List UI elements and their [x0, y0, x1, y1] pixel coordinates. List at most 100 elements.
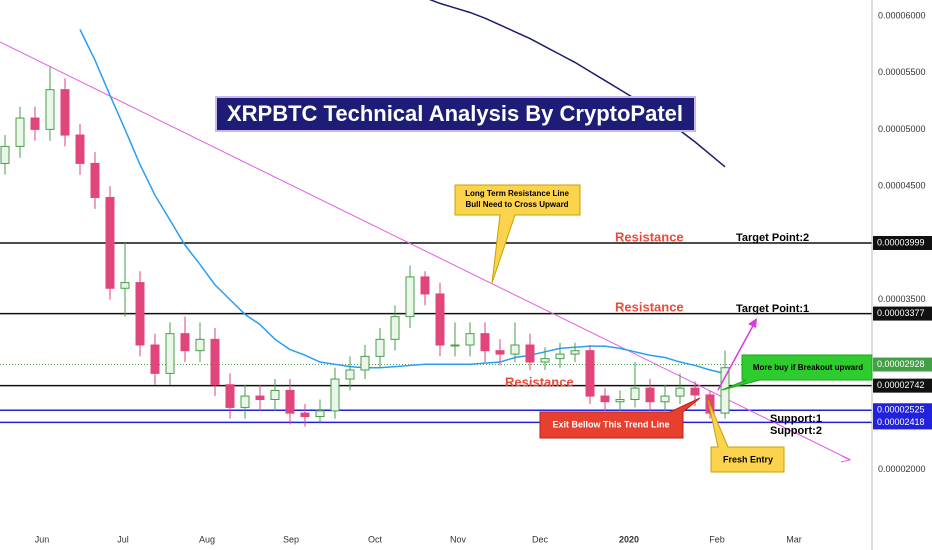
level-label: 0.00002525 [877, 405, 925, 415]
candle-body [690, 387, 700, 396]
x-tick-label: Jun [35, 534, 50, 544]
candle-body [60, 89, 70, 136]
candle-body [240, 395, 250, 408]
exit-text: Exit Bellow This Trend Line [552, 419, 669, 429]
y-tick-label: 0.00002000 [878, 464, 926, 474]
x-tick-label: Mar [786, 534, 802, 544]
chart-title: XRPBTC Technical Analysis By CryptoPatel [227, 101, 683, 126]
resistance-label: Resistance [505, 374, 574, 389]
plot-area [0, 0, 872, 461]
y-tick-label: 0.00004500 [878, 180, 926, 190]
level-label-box [873, 415, 932, 430]
candle-body [375, 338, 385, 357]
candle-body [0, 145, 10, 164]
breakout-text: More buy if Breakout upward [753, 363, 863, 372]
level-label: 0.00003999 [877, 237, 925, 247]
target-label: Target Point:1 [736, 303, 809, 315]
support-label: Support:1 [770, 413, 822, 425]
candle-body [285, 389, 295, 414]
candle-body [90, 162, 100, 198]
candle-body [360, 355, 370, 371]
candle-body [630, 387, 640, 400]
candle-body [585, 350, 595, 397]
candle-body [120, 282, 130, 289]
candle-body [720, 367, 730, 414]
breakout-box [721, 354, 873, 391]
arrow [717, 321, 756, 391]
candle-body [195, 338, 205, 352]
candle-body [420, 276, 430, 295]
level-label-box [873, 403, 932, 418]
level-label-box [873, 235, 932, 250]
moving-average [428, 0, 726, 168]
resistance-label: Resistance [615, 299, 684, 314]
x-tick-label: Jul [117, 534, 129, 544]
candle-body [105, 196, 115, 289]
moving-average [79, 29, 726, 375]
level-label: 0.00002418 [877, 417, 925, 427]
candle-body [555, 353, 565, 360]
y-tick-label: 0.00005000 [878, 124, 926, 134]
candle-body [150, 344, 160, 374]
trend-line [0, 41, 851, 461]
candle-body [30, 117, 40, 130]
candle-body [180, 333, 190, 352]
x-tick-label: Oct [368, 534, 383, 544]
x-tick-label: Sep [283, 534, 299, 544]
candle-body [270, 389, 280, 400]
callout-text: Bull Need to Cross Upward [465, 200, 568, 209]
candle-body [45, 89, 55, 130]
x-tick-label: Dec [532, 534, 549, 544]
candle-body [615, 398, 625, 403]
candle-body [480, 333, 490, 352]
candle-body [135, 282, 145, 346]
candle-body [390, 316, 400, 340]
title-box [215, 96, 696, 132]
candle-body [525, 344, 535, 363]
annotations: XRPBTC Technical Analysis By CryptoPatel… [215, 96, 873, 473]
candle-body [465, 333, 475, 346]
y-tick-label: 0.00003500 [878, 294, 926, 304]
support-label: Support:2 [770, 425, 822, 437]
level-label: 0.00002928 [877, 359, 925, 369]
level-label-box [873, 306, 932, 321]
y-tick-label: 0.00006000 [878, 10, 926, 20]
candle-body [405, 276, 415, 318]
candle-body [165, 333, 175, 374]
x-tick-label: Nov [450, 534, 467, 544]
candle-body [225, 384, 235, 408]
candle-body [675, 387, 685, 397]
entry-text: Fresh Entry [723, 454, 773, 464]
candle-body [330, 378, 340, 412]
level-label-box [873, 357, 932, 372]
candle-body [255, 395, 265, 400]
candle-body [300, 412, 310, 418]
candle-body [660, 395, 670, 403]
candle-body [315, 410, 325, 418]
arrow-head [840, 455, 852, 463]
candle-body [450, 344, 460, 347]
exit-box [539, 397, 701, 439]
x-tick-label: Aug [199, 534, 215, 544]
candle-body [345, 369, 355, 380]
callout-text: Long Term Resistance Line [465, 189, 569, 198]
x-tick-label: Feb [709, 534, 725, 544]
candle-body [510, 344, 520, 355]
x-tick-label: 2020 [619, 534, 639, 544]
candle-body [600, 395, 610, 403]
level-label: 0.00002742 [877, 380, 925, 390]
callout-box [454, 184, 581, 284]
candle-body [15, 117, 25, 147]
target-label: Target Point:2 [736, 232, 809, 244]
candle-body [570, 350, 580, 355]
resistance-label: Resistance [615, 229, 684, 244]
level-label-box [873, 378, 932, 393]
arrow-head [748, 318, 757, 328]
candle-body [435, 293, 445, 346]
level-label: 0.00003377 [877, 308, 925, 318]
candle-body [495, 350, 505, 355]
candle-body [540, 358, 550, 363]
entry-box [707, 399, 785, 473]
